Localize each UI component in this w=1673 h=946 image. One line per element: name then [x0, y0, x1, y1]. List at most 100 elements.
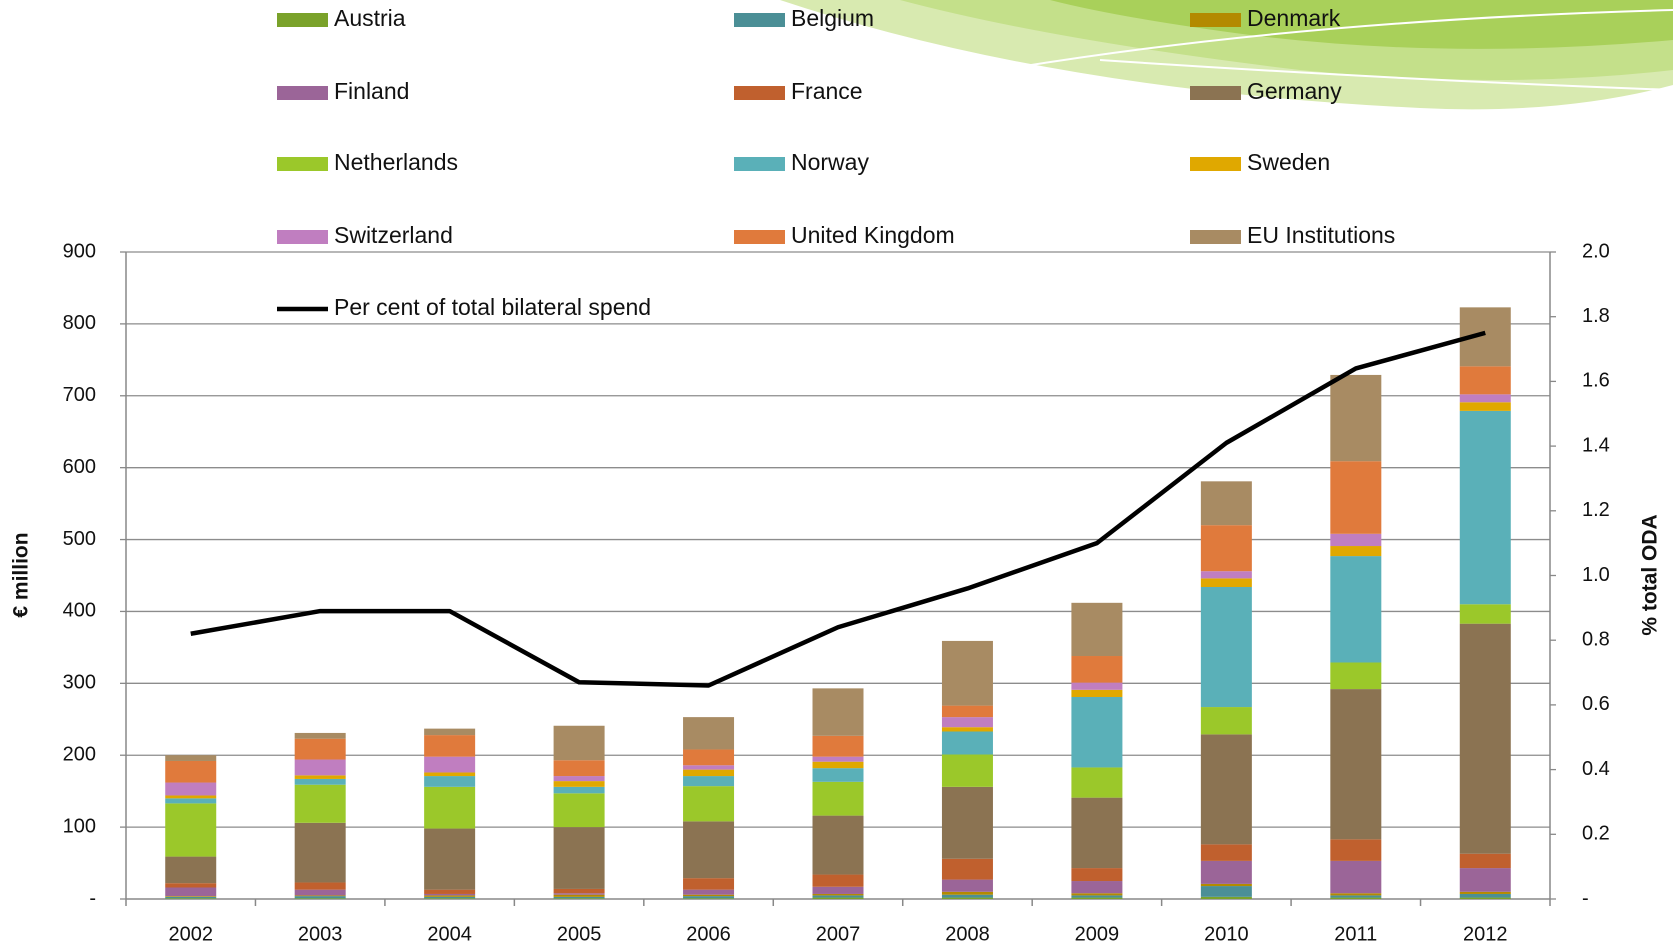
- bar-segment: [683, 896, 734, 898]
- bar-segment: [165, 761, 216, 783]
- bar-segment: [942, 787, 993, 859]
- bar-segment: [554, 787, 605, 793]
- bar-segment: [554, 893, 605, 894]
- bar-segment: [424, 890, 475, 894]
- bar-segment: [424, 829, 475, 890]
- x-tick-label: 2009: [1075, 923, 1120, 945]
- legend-swatch: [1190, 157, 1241, 171]
- bar-segment: [165, 795, 216, 798]
- bar-segment: [295, 896, 346, 898]
- legend-swatch: [277, 157, 328, 171]
- legend-label: EU Institutions: [1247, 222, 1395, 248]
- x-tick-label: 2006: [686, 923, 731, 945]
- bar-segment: [165, 857, 216, 884]
- legend-label: United Kingdom: [791, 222, 955, 248]
- bar-segment: [554, 781, 605, 787]
- bar-segment: [683, 895, 734, 896]
- bar-segment: [1330, 461, 1381, 534]
- legend-label: Denmark: [1247, 5, 1341, 31]
- bar-segment: [683, 786, 734, 821]
- bar-segment: [165, 798, 216, 803]
- bar-segment: [1330, 895, 1381, 897]
- bar-segment: [554, 726, 605, 761]
- bar-segment: [1071, 603, 1122, 656]
- bar-segment: [683, 765, 734, 769]
- x-tick-label: 2002: [168, 923, 213, 945]
- bar-segment: [165, 897, 216, 898]
- bar-segment: [1330, 839, 1381, 861]
- y-tick-label: 200: [63, 744, 96, 766]
- bar-segment: [1460, 854, 1511, 868]
- legend-swatch: [734, 157, 785, 171]
- bar-segment: [295, 760, 346, 776]
- bar-segment: [424, 776, 475, 787]
- bar-segment: [1071, 881, 1122, 893]
- bar-segment: [1071, 656, 1122, 683]
- bar-segment: [813, 898, 864, 899]
- bar-segment: [554, 776, 605, 781]
- bar-segment: [813, 736, 864, 757]
- bar-segment: [1460, 892, 1511, 894]
- bar-segment: [165, 803, 216, 856]
- bar-segment: [554, 760, 605, 776]
- bar-segment: [1460, 411, 1511, 604]
- y2-tick-label: 1.4: [1582, 434, 1610, 456]
- bar-segment: [1201, 886, 1252, 897]
- bar-segment: [295, 739, 346, 760]
- bar-segment: [1201, 587, 1252, 707]
- y2-tick-label: 0.6: [1582, 693, 1610, 715]
- bar-segment: [1460, 624, 1511, 854]
- bar-segment: [813, 688, 864, 735]
- bar-segment: [554, 793, 605, 827]
- bar-segment: [1330, 689, 1381, 839]
- y2-tick-label: 2.0: [1582, 240, 1610, 262]
- y-tick-label: 700: [63, 384, 96, 406]
- bar-segment: [554, 897, 605, 898]
- x-tick-label: 2012: [1463, 923, 1508, 945]
- legend-label: Belgium: [791, 5, 874, 31]
- bar-segment: [1201, 578, 1252, 587]
- bar-segment: [813, 757, 864, 762]
- x-tick-label: 2010: [1204, 923, 1249, 945]
- bar-segment: [295, 882, 346, 889]
- bar-segment: [942, 755, 993, 787]
- bar-segment: [1201, 897, 1252, 899]
- legend-label: Norway: [791, 149, 869, 175]
- bar-segment: [424, 735, 475, 757]
- bar-segment: [1201, 884, 1252, 886]
- bar-segment: [942, 880, 993, 892]
- bar-segment: [1330, 556, 1381, 662]
- bar-segment: [942, 859, 993, 880]
- bar-segment: [1460, 604, 1511, 623]
- bar-segment: [295, 775, 346, 779]
- y-tick-label: 800: [63, 312, 96, 334]
- legend-swatch: [277, 86, 328, 100]
- bar-segment: [683, 717, 734, 749]
- x-tick-label: 2004: [427, 923, 472, 945]
- bar-segment: [1460, 366, 1511, 394]
- bar-segment: [165, 898, 216, 899]
- y2-tick-label: 0.2: [1582, 823, 1610, 845]
- bar-segment: [554, 889, 605, 893]
- bar-segment: [813, 762, 864, 768]
- y-tick-label: 400: [63, 600, 96, 622]
- bar-segment: [1071, 683, 1122, 690]
- y2-tick-label: 1.6: [1582, 370, 1610, 392]
- bar-segment: [1460, 898, 1511, 899]
- bar-segment: [554, 898, 605, 899]
- bar-segment: [295, 823, 346, 883]
- bar-segment: [1201, 525, 1252, 571]
- bar-segment: [1071, 898, 1122, 899]
- bar-segment: [424, 787, 475, 829]
- line-series: [191, 333, 1486, 686]
- legend-label: Netherlands: [334, 149, 458, 175]
- bar-segment: [813, 895, 864, 897]
- y2-axis-label: % total ODA: [1639, 514, 1662, 635]
- x-tick-label: 2005: [557, 923, 602, 945]
- bar-segment: [942, 717, 993, 727]
- y-tick-label: 900: [63, 240, 96, 262]
- bar-segment: [1330, 546, 1381, 556]
- bar-segment: [165, 896, 216, 897]
- bar-segment: [424, 897, 475, 898]
- y2-tick-label: 0.4: [1582, 758, 1610, 780]
